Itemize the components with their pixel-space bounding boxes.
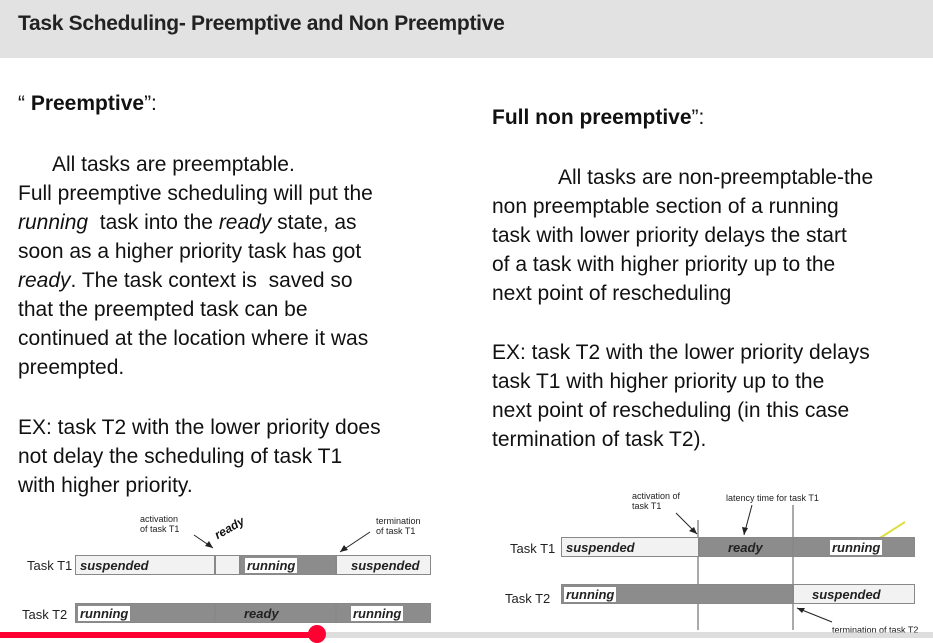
t1-suspended-bar: suspended <box>561 537 699 557</box>
title-bar: Task Scheduling- Preemptive and Non Pree… <box>0 0 933 58</box>
slide-title: Task Scheduling- Preemptive and Non Pree… <box>18 12 505 35</box>
task-t2-label: Task T2 <box>505 591 551 606</box>
text-line: Full preemptive scheduling will put the <box>18 182 373 205</box>
label-line: of task T1 <box>376 526 416 536</box>
preemptive-heading: “ Preemptive”: <box>18 92 157 116</box>
task-t1-label: Task T1 <box>27 558 73 573</box>
label-line: activation of <box>632 491 681 501</box>
t1-ready-bar: ready <box>699 537 793 557</box>
text-line: that the preempted task can be <box>18 298 308 321</box>
t1-suspended-bar: suspended <box>75 555 215 575</box>
t1-running-bar: running <box>793 537 915 557</box>
preemptive-description: All tasks are preemptable. Full preempti… <box>18 150 373 382</box>
text-line: non preemptable section of a running <box>492 195 839 218</box>
t1-running-bar: running <box>240 555 336 575</box>
bar-label: suspended <box>80 558 149 573</box>
text-line: ready. The task context is saved so <box>18 266 373 295</box>
non-preemptive-description: All tasks are non-preemptable-the non pr… <box>492 163 873 308</box>
text-line: EX: task T2 with the lower priority dela… <box>492 341 870 364</box>
latency-label: latency time for task T1 <box>726 493 819 503</box>
bar-label: running <box>564 587 617 602</box>
label-line: task T1 <box>632 501 662 511</box>
activation-label: activation of task T1 <box>140 514 179 534</box>
termination-label: termination of task T1 <box>376 516 421 536</box>
heading-quote-close: ”: <box>691 106 705 129</box>
text-line: not delay the scheduling of task T1 <box>18 445 343 468</box>
text-line: All tasks are non-preemptable-the <box>558 166 874 189</box>
text-line: next point of rescheduling (in this case <box>492 399 850 422</box>
heading-quote-open: “ <box>18 92 31 115</box>
heading-bold: Full non preemptive <box>492 106 692 129</box>
text-line: of a task with higher priority up to the <box>492 253 836 276</box>
task-t1-label: Task T1 <box>510 541 556 556</box>
heading-quote-close: ”: <box>144 92 157 115</box>
text-line: All tasks are preemptable. <box>52 153 295 176</box>
italic-word: running <box>18 211 89 234</box>
text-span: . The task context is saved so <box>70 269 353 292</box>
text-line: task with lower priority delays the star… <box>492 224 847 247</box>
label-line: termination <box>376 516 421 526</box>
t2-running2-bar: running <box>336 603 431 623</box>
activation-label: activation of task T1 <box>632 491 680 511</box>
video-progress-fill <box>0 632 317 638</box>
text-span: state, as <box>271 211 357 234</box>
text-line: continued at the location where it was <box>18 327 369 350</box>
bar-label: running <box>245 558 298 573</box>
bar-label: ready <box>728 540 763 555</box>
label-line: activation <box>140 514 179 524</box>
t2-running-bar: running <box>75 603 215 623</box>
heading-bold: Preemptive <box>30 92 145 115</box>
text-span: task into the <box>88 211 219 234</box>
italic-word: ready <box>18 269 71 292</box>
label-line: of task T1 <box>140 524 180 534</box>
t1-ready-bar <box>215 555 240 575</box>
text-line: termination of task T2). <box>492 428 707 451</box>
text-line: next point of rescheduling <box>492 282 732 305</box>
t2-suspended-bar: suspended <box>793 584 915 604</box>
text-line: running task into the ready state, as <box>18 208 373 237</box>
text-line: with higher priority. <box>18 474 193 497</box>
non-preemptive-heading: Full non preemptive”: <box>492 106 704 130</box>
bar-label: suspended <box>566 540 635 555</box>
text-line: task T1 with higher priority up to the <box>492 370 825 393</box>
t2-ready-bar: ready <box>215 603 336 623</box>
video-progress-track[interactable] <box>0 632 933 638</box>
termination-label: termination of task T2 <box>832 625 919 635</box>
bar-label: running <box>830 540 883 555</box>
text-line: EX: task T2 with the lower priority does <box>18 416 381 439</box>
task-t2-label: Task T2 <box>22 607 68 622</box>
bar-label: suspended <box>812 587 881 602</box>
bar-label: running <box>78 606 131 621</box>
t1-suspended2-bar: suspended <box>336 555 431 575</box>
bar-label: ready <box>244 606 279 621</box>
video-progress-knob[interactable] <box>308 625 326 643</box>
non-preemptive-example: EX: task T2 with the lower priority dela… <box>492 338 870 454</box>
bar-label: suspended <box>351 558 420 573</box>
preemptive-example: EX: task T2 with the lower priority does… <box>18 413 381 500</box>
bar-label: running <box>351 606 404 621</box>
italic-word: ready <box>218 211 272 234</box>
text-line: soon as a higher priority task has got <box>18 240 362 263</box>
text-line: preempted. <box>18 356 125 379</box>
t2-running-bar: running <box>561 584 793 604</box>
